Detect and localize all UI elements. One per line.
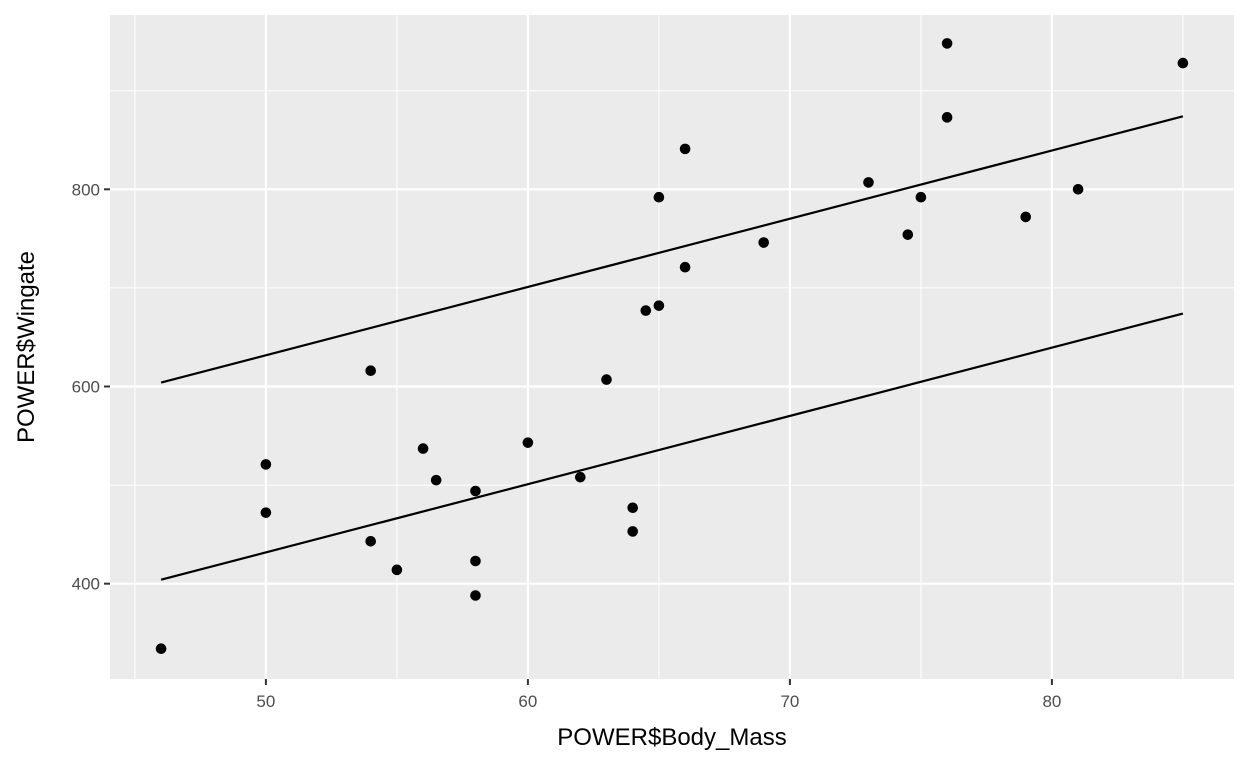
y-tick-label: 600 <box>72 377 100 396</box>
data-point <box>1072 184 1084 195</box>
y-axis: 400 600 800 <box>72 180 110 594</box>
data-point <box>1020 211 1032 223</box>
x-axis-title: POWER$Body_Mass <box>557 724 786 751</box>
data-point <box>653 300 665 311</box>
data-point <box>915 191 927 203</box>
fit-lines <box>160 115 1184 581</box>
data-point <box>365 365 376 377</box>
data-point <box>653 191 665 203</box>
data-point <box>679 143 691 155</box>
data-point <box>522 437 534 448</box>
data-point <box>470 590 481 601</box>
y-axis-title: POWER$Wingate <box>13 251 40 443</box>
data-point <box>1177 57 1189 69</box>
data-point <box>863 177 874 188</box>
y-tick-label: 400 <box>72 575 100 594</box>
fit-line-2 <box>160 312 1184 581</box>
minor-gridlines <box>110 15 1234 679</box>
plot-panel <box>110 15 1234 679</box>
x-tick-label: 80 <box>1042 692 1061 711</box>
data-point <box>941 112 953 123</box>
data-point <box>941 38 953 49</box>
data-point <box>679 261 691 273</box>
data-point <box>155 643 167 655</box>
data-point <box>758 237 770 248</box>
data-point <box>627 526 638 537</box>
data-point <box>260 507 272 518</box>
data-point <box>574 471 586 483</box>
y-tick-label: 800 <box>72 180 100 199</box>
x-axis: 50 60 70 80 <box>256 679 1061 711</box>
data-point <box>391 564 403 576</box>
major-gridlines <box>110 15 1234 679</box>
data-point <box>365 535 376 547</box>
x-tick-label: 50 <box>256 692 275 711</box>
data-point <box>430 474 442 486</box>
data-point <box>640 305 652 316</box>
data-point <box>601 374 612 385</box>
data-point <box>470 555 481 567</box>
data-point <box>627 502 638 514</box>
data-point <box>417 443 429 454</box>
x-tick-label: 60 <box>518 692 537 711</box>
data-point <box>260 459 272 470</box>
data-point <box>470 485 481 497</box>
data-points <box>155 38 1189 655</box>
x-tick-label: 70 <box>780 692 799 711</box>
fit-line-1 <box>160 115 1184 384</box>
data-point <box>902 229 914 240</box>
